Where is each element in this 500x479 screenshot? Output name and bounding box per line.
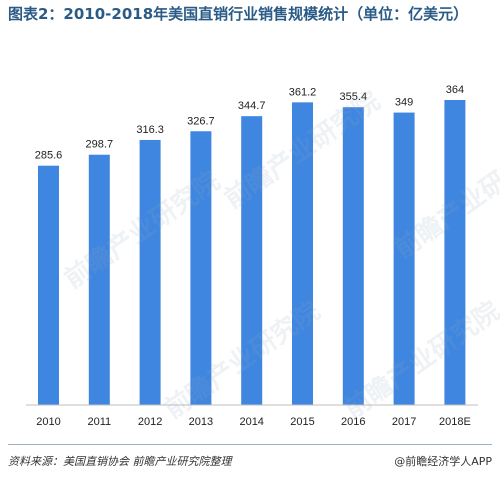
data-label-2014: 344.7 <box>238 100 266 112</box>
x-tick-label-2017: 2017 <box>392 416 416 428</box>
bar-2014 <box>241 116 263 406</box>
data-label-2012: 316.3 <box>136 124 164 136</box>
data-label-2018E: 364 <box>446 84 464 96</box>
bar-2016 <box>342 107 364 406</box>
x-tick-label-2014: 2014 <box>239 416 263 428</box>
bar-2010 <box>38 165 59 405</box>
x-tick-label-2015: 2015 <box>290 416 314 428</box>
data-label-2010: 285.6 <box>35 150 63 162</box>
x-tick-label-2011: 2011 <box>87 416 111 428</box>
source-note: 资料来源：美国直销协会 前瞻产业研究院整理 <box>8 455 232 468</box>
data-label-2011: 298.7 <box>86 139 114 151</box>
bar-2013 <box>190 131 212 405</box>
x-tick-label-2018E: 2018E <box>439 416 471 428</box>
bar-2015 <box>292 102 313 405</box>
x-tick-label-2010: 2010 <box>36 416 60 428</box>
bar-2018E <box>444 100 466 405</box>
x-tick-labels: 2010 2011 2012 2013 2014 2015 2016 2017 2018E <box>36 416 471 428</box>
x-tick-label-2016: 2016 <box>341 416 365 428</box>
footer-divider <box>8 444 492 445</box>
data-label-2013: 326.7 <box>187 115 215 127</box>
bars-group <box>38 100 466 406</box>
data-labels: 285.6 298.7 316.3 326.7 344.7 361.2 355.4 349 36… <box>35 84 464 162</box>
chart-title: 图表2：2010-2018年美国直销行业销售规模统计（单位：亿美元） <box>8 5 469 23</box>
bar-2011 <box>88 154 110 405</box>
bar-2017 <box>393 112 415 405</box>
bar-2012 <box>139 139 161 405</box>
data-label-2015: 361.2 <box>289 86 317 98</box>
x-tick-label-2013: 2013 <box>189 416 213 428</box>
brand-credit: @前瞻经济学人APP <box>394 455 492 468</box>
x-tick-label-2012: 2012 <box>138 416 162 428</box>
bar-chart: 2010 2011 2012 2013 2014 2015 2016 2017 2018E 28… <box>26 84 478 428</box>
data-label-2016: 355.4 <box>340 91 368 103</box>
data-label-2017: 349 <box>395 97 413 109</box>
